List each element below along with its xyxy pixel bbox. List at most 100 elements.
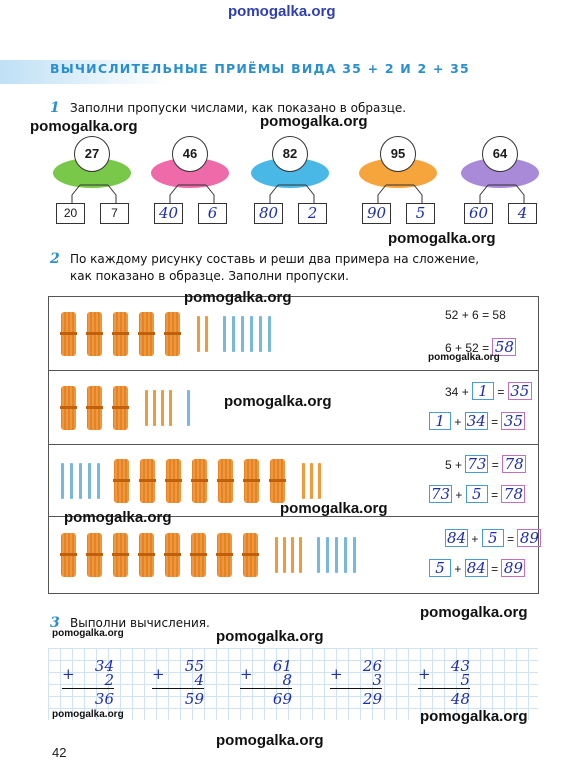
answer-box[interactable]: 73 [465,455,489,473]
plus-sign: + [330,665,343,683]
task2-number: 2 [50,251,60,267]
answer-box[interactable]: 89 [517,529,542,547]
ten-stick-bundle [216,533,233,577]
answer-box[interactable]: 58 [492,338,517,356]
answer-box[interactable]: 1 [472,382,495,400]
given-number: 5 [445,458,452,472]
equation-2: 5 + 84 = 89 [429,559,526,577]
given-number: 52 [445,308,459,322]
second-addend: 4 [194,671,204,689]
answer-box[interactable]: 1 [429,412,451,430]
answer-box[interactable]: 73 [429,485,453,503]
left-addend-box[interactable]: 80 [254,203,283,224]
watermark: pomogalka.org [428,352,500,363]
task1-text: Заполни пропуски числами, как показано в… [70,101,407,115]
plus-sign: + [240,665,253,683]
result[interactable]: 36 [94,690,114,708]
left-addend-box: 20 [56,203,85,224]
answer-box[interactable]: 89 [501,559,526,577]
right-addend-box[interactable]: 2 [298,203,327,224]
unit-stick-orange [310,463,313,499]
ten-stick-bundle [191,459,208,503]
ten-stick-bundle [60,533,77,577]
answer-box[interactable]: 35 [507,382,532,400]
ten-stick-bundle [190,533,207,577]
watermark: pomogalka.org [52,709,124,720]
connector-lines [71,184,117,203]
left-addend-box[interactable]: 90 [362,203,391,224]
ten-stick-bundle [138,533,155,577]
left-addend-box[interactable]: 60 [464,203,493,224]
answer-box[interactable]: 78 [502,455,527,473]
right-addend-box[interactable]: 6 [198,203,227,224]
column-addition: +55 4 59 [152,659,204,708]
column-addition: +43 5 48 [418,657,470,708]
watermark: pomogalka.org [64,509,172,526]
equation-2: 6 + 52 = 58 [445,338,517,356]
page-number: 42 [52,745,67,760]
picture-row: 84 + 5 = 89 5 + 84 = 89 [49,517,542,593]
unit-stick-orange [302,463,305,499]
unit-stick-blue [223,316,226,352]
equation-1: 84 + 5 = 89 [445,529,542,547]
ten-stick-bundle [112,312,129,356]
watermark: pomogalka.org [388,230,496,247]
right-addend-box[interactable]: 4 [508,203,537,224]
unit-stick-blue [187,390,190,426]
ten-stick-bundle [60,386,77,430]
first-addend: 26 [362,657,382,675]
unit-stick-blue [79,463,82,499]
unit-stick-orange [197,316,200,352]
given-number: 34 [445,385,459,399]
unit-stick-blue [70,463,73,499]
connector-lines [269,184,315,203]
result[interactable]: 48 [450,690,470,708]
right-addend-box: 7 [100,203,129,224]
answer-box[interactable]: 34 [464,412,488,430]
result[interactable]: 59 [184,690,204,708]
unit-stick-orange [283,537,286,573]
ten-stick-bundle [243,459,260,503]
total-circle: 27 [74,136,110,172]
unit-stick-blue [344,537,347,573]
answer-box[interactable]: 5 [481,529,504,547]
ten-stick-bundle [139,459,156,503]
unit-stick-blue [61,463,64,499]
answer-box[interactable]: 35 [501,412,526,430]
result[interactable]: 29 [362,690,382,708]
answer-box[interactable]: 5 [465,485,488,503]
unit-stick-blue [97,463,100,499]
page-title: ВЫЧИСЛИТЕЛЬНЫЕ ПРИЁМЫ ВИДА 35 + 2 И 2 + … [50,61,470,76]
task2-text-line1: По каждому рисунку составь и реши два пр… [70,252,480,266]
first-addend: 43 [450,657,470,675]
answer-box[interactable]: 5 [429,559,451,577]
first-addend: 34 [94,657,114,675]
number-decomposition-item: 46 40 6 [148,133,238,228]
unit-stick-orange [291,537,294,573]
plus-sign: + [418,665,431,683]
right-addend-box[interactable]: 5 [406,203,435,224]
unit-stick-orange [275,537,278,573]
task1-header: 1 [50,99,60,117]
equation-2: 73 + 5 = 78 [429,485,526,503]
ten-stick-bundle [112,533,129,577]
ten-stick-bundle [60,312,77,356]
plus-sign: + [152,665,165,683]
ten-stick-bundle [112,386,129,430]
watermark: pomogalka.org [260,113,368,130]
picture-row: 5 + 73 = 78 73 + 5 = 78 [49,445,538,517]
column-addition: +34 2 36 [62,657,114,708]
answer-box[interactable]: 78 [501,485,526,503]
left-addend-box[interactable]: 40 [154,203,183,224]
given-number: 52 [465,341,479,355]
number-decomposition-item: 95 90 5 [356,133,446,228]
second-addend: 8 [282,671,292,689]
unit-stick-orange [153,390,156,426]
answer-box[interactable]: 84 [464,559,488,577]
unit-stick-blue [326,537,329,573]
answer-box[interactable]: 84 [445,529,469,547]
picture-row: 34 + 1 = 35 1 + 34 = 35 [49,371,538,445]
ten-stick-bundle [242,533,259,577]
result[interactable]: 69 [272,690,292,708]
unit-stick-orange [299,537,302,573]
